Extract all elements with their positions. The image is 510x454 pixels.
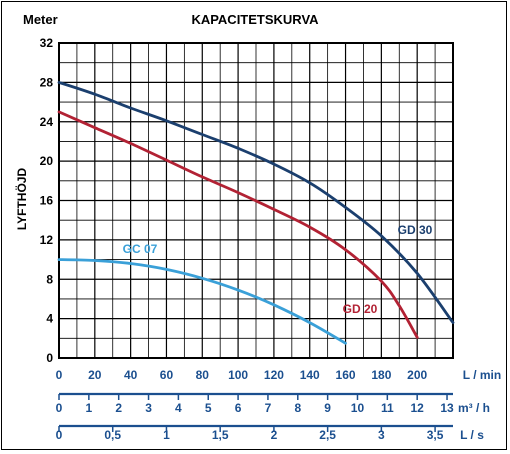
y-tick-labels: 0 4 8 12 16 20 24 28 32 bbox=[40, 36, 54, 365]
x-tick-label: 180 bbox=[371, 368, 391, 382]
x-tick-label: 3 bbox=[145, 401, 152, 415]
curves: GD 30 GD 20 GC 07 bbox=[57, 81, 455, 345]
x-tick-label: 12 bbox=[411, 401, 425, 415]
x-axis-unit-label: m³ / h bbox=[458, 401, 490, 415]
x-tick-label: 2,5 bbox=[319, 428, 336, 442]
y-tick-label: 4 bbox=[46, 312, 53, 326]
plot-border bbox=[58, 42, 454, 359]
x-tick-label: 8 bbox=[294, 401, 301, 415]
x-tick-label: 0 bbox=[56, 401, 63, 415]
x-tick-label: 140 bbox=[300, 368, 320, 382]
x-tick-label: 7 bbox=[265, 401, 272, 415]
x-tick-label: 3,5 bbox=[427, 428, 444, 442]
chart-title: KAPACITETSKURVA bbox=[191, 12, 319, 27]
x-tick-label: 2 bbox=[271, 428, 278, 442]
y-unit-label: Meter bbox=[23, 12, 58, 27]
y-tick-label: 20 bbox=[40, 154, 54, 168]
series-label: GD 30 bbox=[398, 223, 433, 237]
x-tick-label: 0 bbox=[56, 368, 63, 382]
series-line bbox=[57, 258, 347, 345]
y-tick-label: 32 bbox=[40, 36, 54, 50]
x-tick-label: 1 bbox=[163, 428, 170, 442]
x-tick-label: 160 bbox=[336, 368, 356, 382]
x-tick-label: 9 bbox=[324, 401, 331, 415]
series-line bbox=[57, 110, 419, 339]
y-tick-label: 8 bbox=[46, 272, 53, 286]
x-tick-label: 1 bbox=[86, 401, 93, 415]
x-tick-label: 11 bbox=[381, 401, 394, 415]
x-tick-label: 0 bbox=[56, 428, 63, 442]
grid bbox=[58, 42, 454, 359]
series-line bbox=[57, 81, 455, 324]
x-tick-label: 100 bbox=[228, 368, 248, 382]
x-axis-unit-label: L / s bbox=[460, 428, 484, 442]
x-tick-label: 60 bbox=[160, 368, 174, 382]
series-label: GD 20 bbox=[343, 302, 378, 316]
x-tick-label: 10 bbox=[351, 401, 365, 415]
x-tick-label: 80 bbox=[196, 368, 210, 382]
y-tick-label: 24 bbox=[40, 115, 54, 129]
series-label: GC 07 bbox=[123, 242, 158, 256]
x-tick-label: 2 bbox=[115, 401, 122, 415]
x-tick-label: 120 bbox=[264, 368, 284, 382]
y-tick-label: 16 bbox=[40, 194, 54, 208]
x-tick-label: 3 bbox=[378, 428, 385, 442]
x-tick-label: 20 bbox=[88, 368, 102, 382]
x-tick-label: 6 bbox=[235, 401, 242, 415]
x-tick-label: 1,5 bbox=[212, 428, 229, 442]
y-axis-label: LYFTHÖJD bbox=[14, 168, 29, 231]
x-tick-label: 40 bbox=[124, 368, 138, 382]
x-tick-label: 200 bbox=[407, 368, 427, 382]
x-axis-unit-label: L / min bbox=[463, 368, 501, 382]
x-tick-label: 13 bbox=[440, 401, 454, 415]
y-tick-label: 12 bbox=[40, 233, 54, 247]
x-tick-label: 0,5 bbox=[104, 428, 121, 442]
y-tick-label: 28 bbox=[40, 75, 54, 89]
x-tick-label: 4 bbox=[175, 401, 182, 415]
y-tick-label: 0 bbox=[46, 351, 53, 365]
x-tick-label: 5 bbox=[205, 401, 212, 415]
